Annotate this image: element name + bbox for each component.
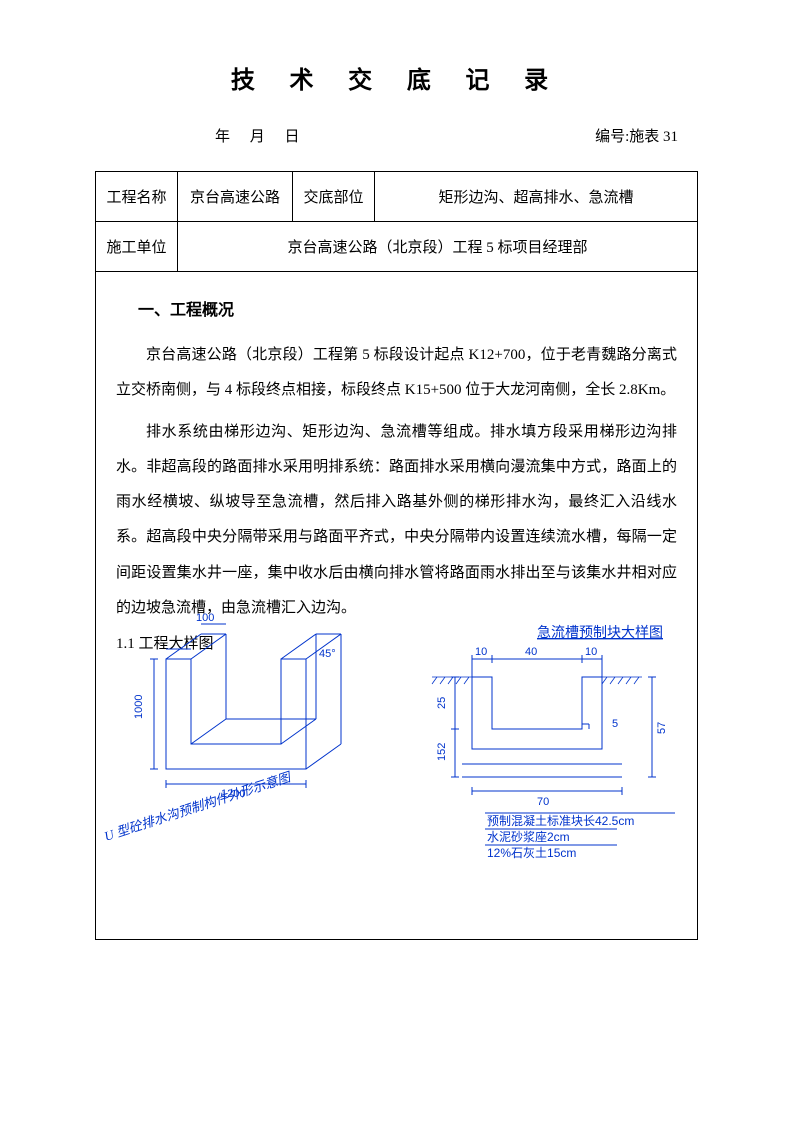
doc-no-label: 编号: — [595, 129, 629, 145]
cell-position-value: 矩形边沟、超高排水、急流槽 — [375, 172, 698, 222]
date-row: 年 月 日 编号:施表 31 — [95, 125, 698, 146]
paragraph: 排水系统由梯形边沟、矩形边沟、急流槽等组成。排水填方段采用梯形边沟排水。非超高段… — [116, 415, 677, 627]
figure-title: 急流槽预制块大样图 — [537, 625, 663, 641]
cell-position-label: 交底部位 — [293, 172, 375, 222]
note: 12%石灰土15cm — [487, 846, 576, 860]
doc-number: 编号:施表 31 — [595, 125, 678, 146]
dim-label: 1000 — [133, 695, 145, 719]
section-heading: 一、工程概况 — [138, 296, 677, 320]
dim-label: 70 — [537, 796, 549, 808]
main-table: 工程名称 京台高速公路 交底部位 矩形边沟、超高排水、急流槽 施工单位 京台高速… — [95, 171, 698, 940]
dim-label: 10 — [475, 646, 487, 658]
diagram-left: 100 1000 1200 4 — [106, 599, 386, 859]
dim-label: 100 — [196, 612, 214, 624]
content-cell: 一、工程概况 京台高速公路（北京段）工程第 5 标段设计起点 K12+700，位… — [96, 272, 698, 940]
table-row: 工程名称 京台高速公路 交底部位 矩形边沟、超高排水、急流槽 — [96, 172, 698, 222]
note: 水泥砂浆座2cm — [487, 829, 570, 844]
page-title: 技 术 交 底 记 录 — [95, 60, 698, 95]
dim-label: 40 — [525, 646, 537, 658]
dim-label: 25 — [436, 697, 448, 709]
diagram-right: 急流槽预制块大样图 — [417, 619, 697, 899]
dim-label: 10 — [585, 646, 597, 658]
dim-label: 5 — [612, 718, 618, 730]
dim-label: 152 — [436, 743, 448, 761]
table-row: 施工单位 京台高速公路（北京段）工程 5 标项目经理部 — [96, 222, 698, 272]
note: 预制混凝土标准块长42.5cm — [487, 813, 634, 828]
dim-label: 57 — [656, 722, 668, 734]
paragraph: 京台高速公路（北京段）工程第 5 标段设计起点 K12+700，位于老青魏路分离… — [116, 338, 677, 409]
diagram-area: 100 1000 1200 4 — [116, 659, 677, 929]
cell-unit-value: 京台高速公路（北京段）工程 5 标项目经理部 — [178, 222, 698, 272]
doc-no-value: 施表 31 — [629, 129, 678, 145]
cell-project-name-label: 工程名称 — [96, 172, 178, 222]
cell-unit-label: 施工单位 — [96, 222, 178, 272]
table-row-content: 一、工程概况 京台高速公路（北京段）工程第 5 标段设计起点 K12+700，位… — [96, 272, 698, 940]
figure-caption: U 型砼排水沟预制构件外形示意图 — [102, 769, 294, 844]
cell-project-name-value: 京台高速公路 — [178, 172, 293, 222]
date-label: 年 月 日 — [215, 125, 308, 146]
dim-label: 45° — [319, 648, 336, 660]
